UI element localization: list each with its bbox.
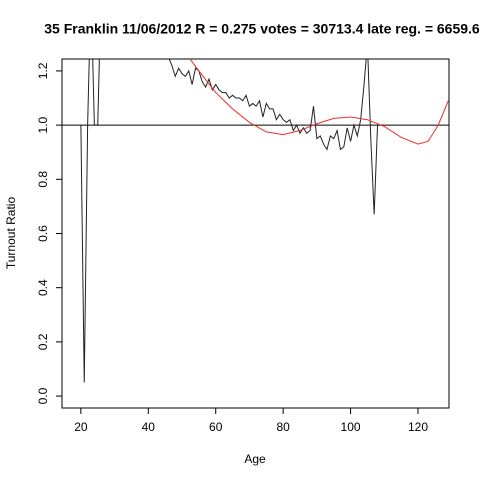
y-tick-label: 1.2: [36, 62, 50, 79]
y-tick-label: 1.0: [36, 116, 50, 133]
x-tick-label: 80: [276, 420, 290, 434]
x-tick-label: 100: [341, 420, 361, 434]
data-line: [80, 59, 385, 383]
x-tick-label: 40: [142, 420, 156, 434]
y-tick-label: 0.4: [36, 279, 50, 296]
x-tick-label: 120: [408, 420, 428, 434]
y-axis-label: Turnout Ratio: [4, 197, 18, 270]
chart-title: 35 Franklin 11/06/2012 R = 0.275 votes =…: [44, 21, 480, 37]
plot-frame: [61, 58, 450, 409]
x-tick-label: 60: [209, 420, 223, 434]
data-line: [189, 59, 449, 145]
y-tick-label: 0.0: [36, 387, 50, 404]
y-tick-label: 0.2: [36, 333, 50, 350]
plot-area: [62, 59, 449, 383]
x-tick-label: 20: [74, 420, 88, 434]
x-axis-label: Age: [244, 452, 266, 466]
y-tick-label: 0.6: [36, 225, 50, 242]
y-tick-label: 0.8: [36, 171, 50, 188]
